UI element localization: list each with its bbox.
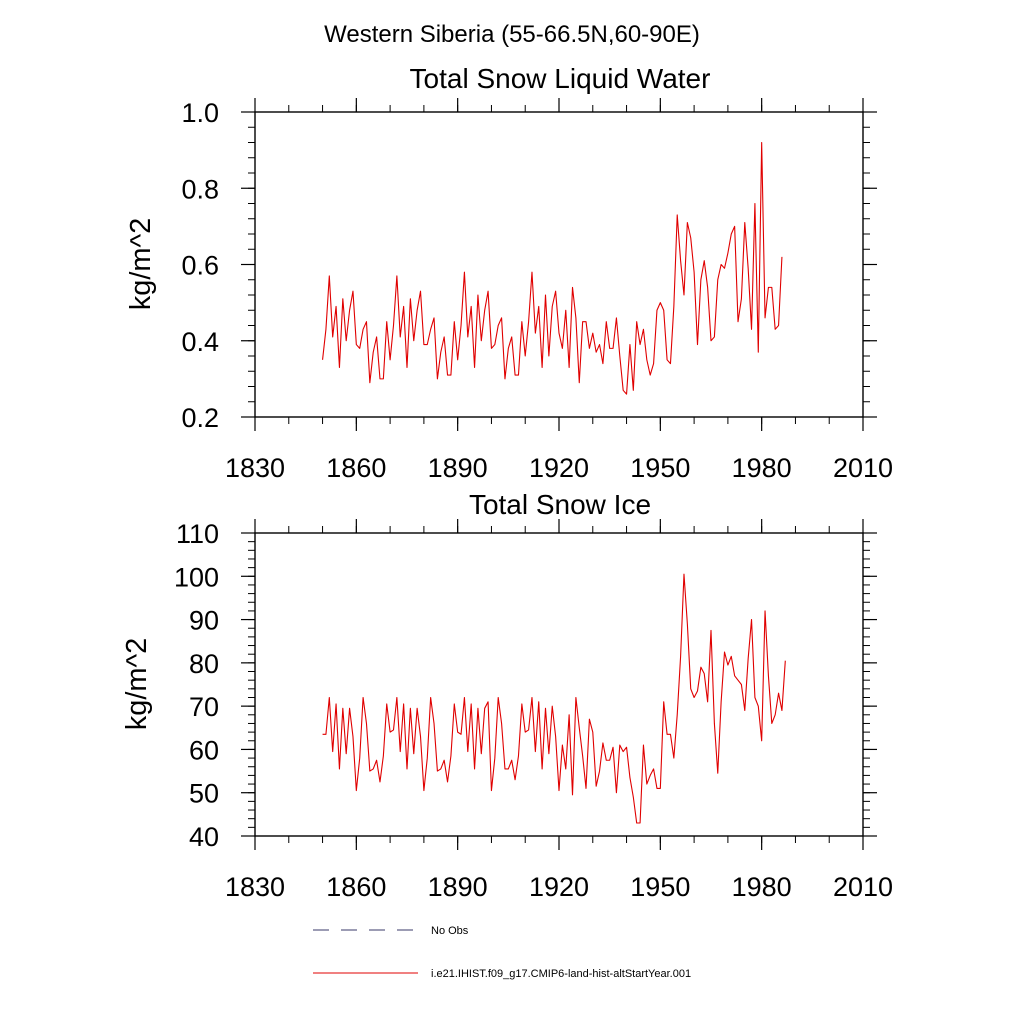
x-tick-label: 1950 (630, 872, 690, 902)
y-tick-label: 50 (189, 779, 219, 809)
x-tick-label: 1980 (732, 872, 792, 902)
series-lines-snow-ice (322, 573, 786, 824)
y-tick-label: 40 (189, 822, 219, 852)
x-tick-label: 2010 (833, 453, 893, 483)
tick-marks-liquid-water (241, 98, 877, 431)
x-tick-label: 1890 (428, 453, 488, 483)
series-lines-liquid-water (322, 141, 783, 395)
y-tick-label: 1.0 (181, 98, 219, 128)
x-tick-label: 1980 (732, 453, 792, 483)
panel-title-liquid-water: Total Snow Liquid Water (410, 63, 711, 94)
x-tick-label: 1830 (225, 453, 285, 483)
x-tick-label: 1860 (326, 872, 386, 902)
x-tick-label: 1950 (630, 453, 690, 483)
y-tick-label: 0.4 (181, 327, 219, 357)
x-tick-label: 1920 (529, 872, 589, 902)
y-tick-label: 100 (174, 562, 219, 592)
y-axis-label-liquid-water: kg/m^2 (125, 218, 157, 311)
panel-title-snow-ice: Total Snow Ice (469, 489, 651, 520)
tick-marks-snow-ice (241, 519, 877, 850)
y-tick-label: 60 (189, 735, 219, 765)
y-tick-label: 90 (189, 606, 219, 636)
y-tick-label: 0.6 (181, 251, 219, 281)
legend-label-model: i.e21.IHIST.f09_g17.CMIP6-land-hist-altS… (431, 968, 691, 980)
x-tick-label: 1830 (225, 872, 285, 902)
y-tick-label: 110 (176, 519, 219, 549)
legend: No Obs i.e21.IHIST.f09_g17.CMIP6-land-hi… (313, 925, 691, 980)
plot-frame-liquid-water (254, 111, 864, 418)
y-tick-label: 80 (189, 649, 219, 679)
y-tick-label: 70 (189, 692, 219, 722)
legend-label-no-obs: No Obs (431, 925, 469, 937)
figure-suptitle: Western Siberia (55-66.5N,60-90E) (324, 21, 700, 48)
y-tick-label: 0.2 (181, 403, 219, 433)
series-line (322, 573, 786, 824)
panel-snow-liquid-water: Total Snow Liquid Water 1830 1860 1890 1… (125, 63, 893, 483)
x-tick-label: 1920 (529, 453, 589, 483)
panel-snow-ice: Total Snow Ice 1830 1860 1890 1920 1950 … (121, 489, 893, 902)
y-axis-label-snow-ice: kg/m^2 (121, 638, 153, 731)
series-line (322, 141, 783, 395)
x-tick-label: 2010 (833, 872, 893, 902)
x-tick-label: 1890 (428, 872, 488, 902)
x-tick-label: 1860 (326, 453, 386, 483)
y-tick-label: 0.8 (181, 174, 219, 204)
